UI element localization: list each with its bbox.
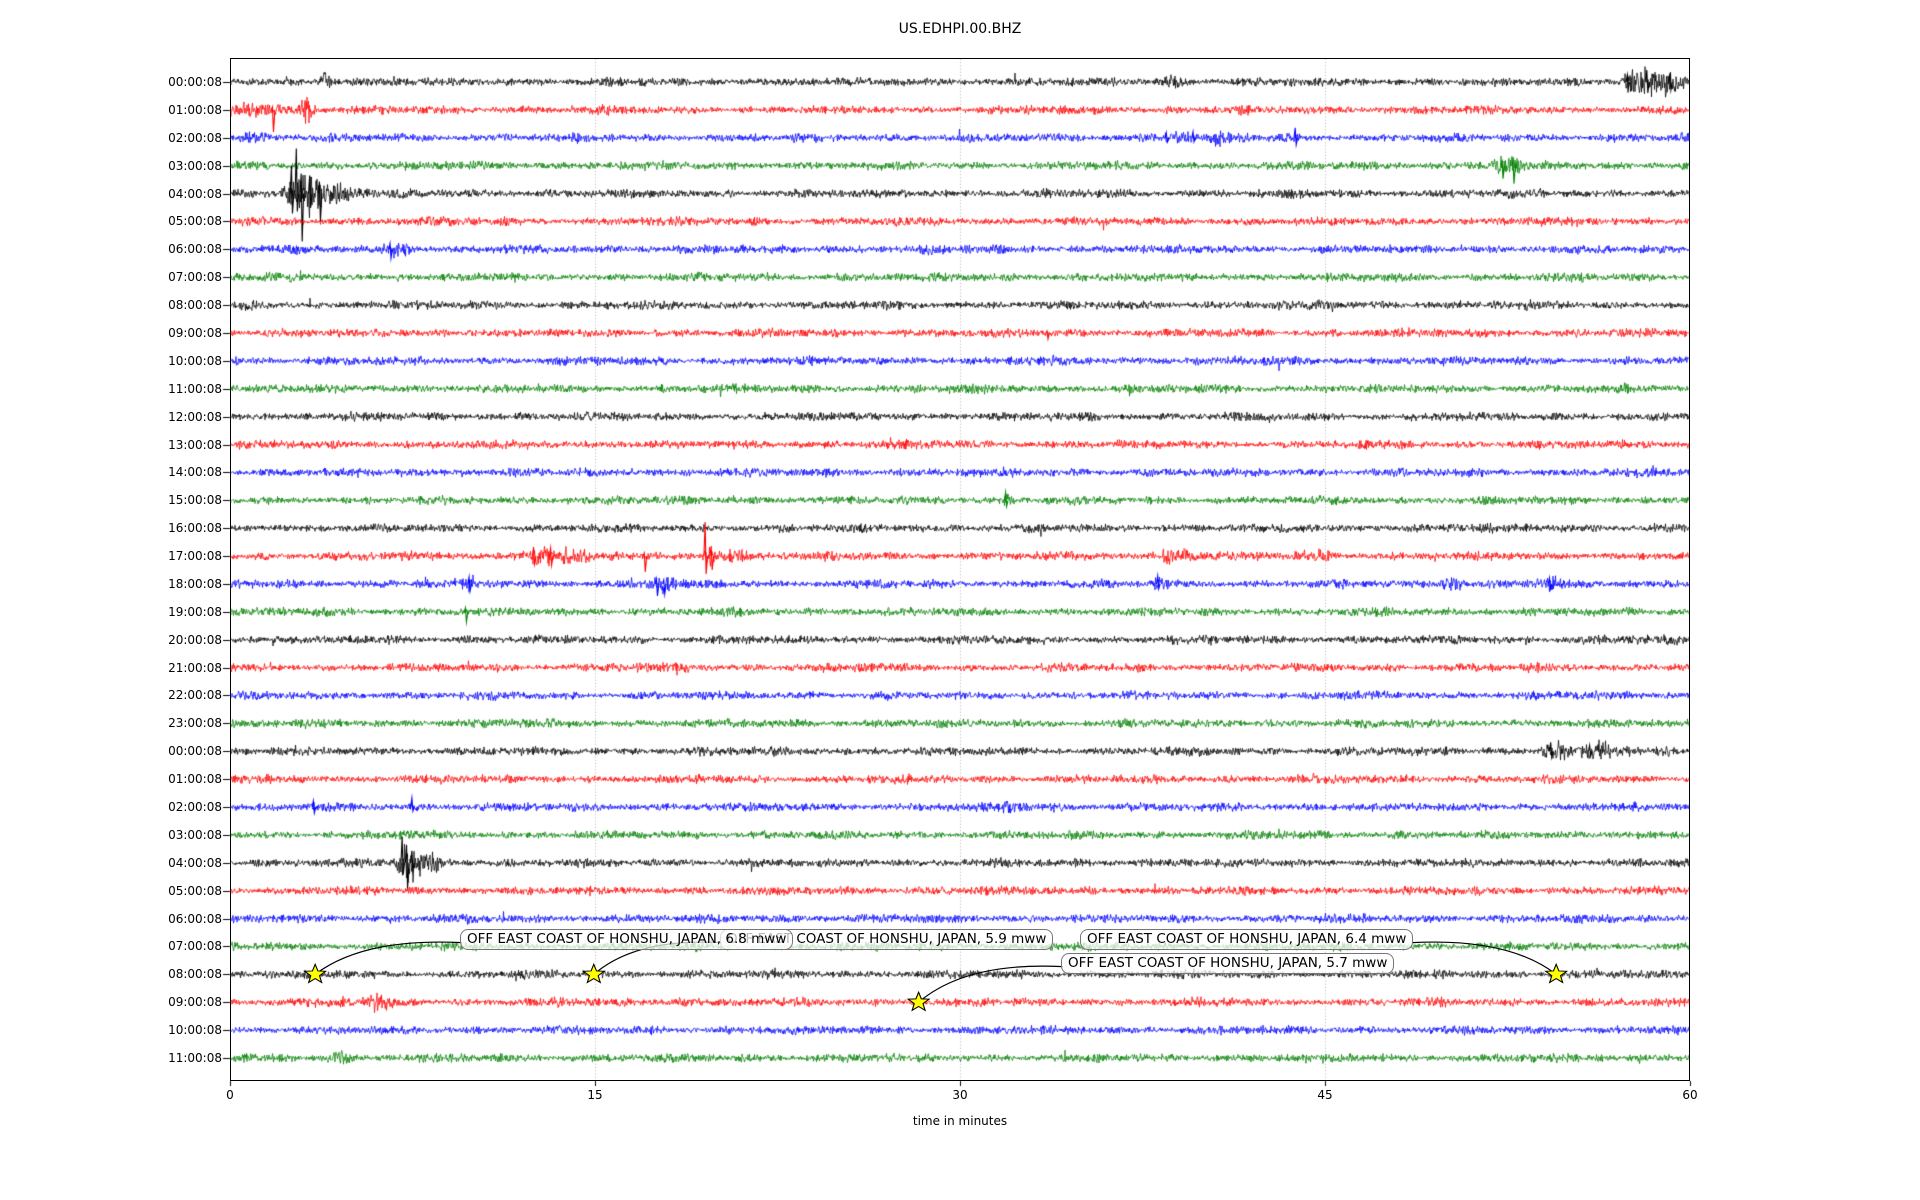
row-time-label: 05:00:08 <box>168 883 222 898</box>
row-time-label: 06:00:08 <box>168 911 222 926</box>
row-time-label: 06:00:08 <box>168 242 222 257</box>
row-time-label: 17:00:08 <box>168 549 222 564</box>
row-time-label: 07:00:08 <box>168 270 222 285</box>
row-time-label: 05:00:08 <box>168 214 222 229</box>
row-time-label: 14:00:08 <box>168 465 222 480</box>
row-time-label: 04:00:08 <box>168 186 222 201</box>
event-annotation: OFF EAST COAST OF HONSHU, JAPAN, 6.8 mww <box>460 929 794 950</box>
row-time-label: 11:00:08 <box>168 381 222 396</box>
row-time-label: 00:00:08 <box>168 744 222 759</box>
row-time-label: 02:00:08 <box>168 800 222 815</box>
row-time-label: 08:00:08 <box>168 298 222 313</box>
event-annotation: OFF EAST COAST OF HONSHU, JAPAN, 5.7 mww <box>1061 953 1395 974</box>
row-time-label: 18:00:08 <box>168 576 222 591</box>
row-time-label: 01:00:08 <box>168 102 222 117</box>
row-time-label: 00:00:08 <box>168 75 222 89</box>
row-time-label: 23:00:08 <box>168 716 222 731</box>
row-time-label: 03:00:08 <box>168 827 222 842</box>
row-time-label: 04:00:08 <box>168 855 222 870</box>
row-time-label: 22:00:08 <box>168 688 222 703</box>
row-time-label: 16:00:08 <box>168 521 222 536</box>
x-axis-label: time in minutes <box>912 1114 1008 1128</box>
row-time-label: 07:00:08 <box>168 939 222 954</box>
row-time-label: 08:00:08 <box>168 967 222 982</box>
row-time-label: 03:00:08 <box>168 158 222 173</box>
row-time-label: 02:00:08 <box>168 130 222 145</box>
x-tick-label: 15 <box>587 1088 603 1102</box>
row-time-label: 10:00:08 <box>168 353 222 368</box>
row-time-label: 10:00:08 <box>168 1023 222 1038</box>
row-time-label: 19:00:08 <box>168 604 222 619</box>
row-time-label: 11:00:08 <box>168 1051 222 1065</box>
x-tick-label: 30 <box>952 1088 968 1102</box>
row-time-label: 21:00:08 <box>168 660 222 675</box>
row-time-label: 20:00:08 <box>168 632 222 647</box>
event-annotation: OFF EAST COAST OF HONSHU, JAPAN, 6.4 mww <box>1080 929 1414 950</box>
x-tick-label: 45 <box>1317 1088 1333 1102</box>
x-tick-label: 0 <box>226 1088 234 1102</box>
row-time-label: 12:00:08 <box>168 409 222 424</box>
row-time-label: 13:00:08 <box>168 437 222 452</box>
row-time-label: 15:00:08 <box>168 493 222 508</box>
x-tick-label: 60 <box>1682 1088 1698 1102</box>
row-time-label: 09:00:08 <box>168 995 222 1010</box>
event-annotation: OFF EAST COAST OF HONSHU, JAPAN, 5.9 mww <box>720 929 1054 950</box>
row-time-label: 09:00:08 <box>168 325 222 340</box>
row-time-label: 01:00:08 <box>168 772 222 787</box>
